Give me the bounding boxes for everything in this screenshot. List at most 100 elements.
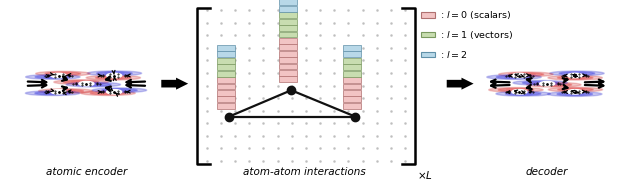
Text: : $l=2$: : $l=2$ (440, 49, 468, 60)
Ellipse shape (35, 92, 70, 95)
Ellipse shape (496, 91, 550, 96)
Ellipse shape (504, 76, 524, 78)
Circle shape (568, 90, 582, 94)
Bar (279, 6, 297, 12)
Circle shape (107, 90, 122, 94)
Ellipse shape (84, 84, 103, 85)
Bar (343, 58, 361, 64)
Bar (279, 25, 297, 31)
Ellipse shape (565, 93, 584, 95)
Ellipse shape (44, 76, 62, 78)
Ellipse shape (527, 82, 581, 87)
Ellipse shape (487, 75, 541, 79)
Text: atomic encoder: atomic encoder (46, 167, 127, 177)
Bar (217, 77, 235, 83)
Bar (279, 12, 297, 18)
Bar (279, 77, 297, 82)
Bar (421, 12, 435, 18)
Bar (343, 77, 361, 83)
Bar (279, 44, 297, 50)
Ellipse shape (26, 75, 80, 79)
Ellipse shape (548, 75, 602, 80)
Ellipse shape (522, 81, 558, 84)
Ellipse shape (558, 88, 593, 91)
Polygon shape (161, 78, 188, 90)
Ellipse shape (54, 80, 108, 84)
Ellipse shape (81, 91, 135, 96)
Ellipse shape (550, 71, 604, 76)
Ellipse shape (90, 92, 125, 95)
Bar (279, 32, 297, 37)
Ellipse shape (92, 88, 147, 92)
Circle shape (79, 81, 94, 86)
Bar (343, 64, 361, 70)
Text: : $l=0$ (scalars): : $l=0$ (scalars) (440, 9, 512, 21)
Bar (279, 0, 297, 5)
Ellipse shape (72, 81, 90, 83)
Bar (279, 19, 297, 25)
Bar (343, 71, 361, 77)
Circle shape (568, 73, 582, 78)
Bar (343, 45, 361, 51)
Ellipse shape (545, 84, 563, 86)
Ellipse shape (548, 92, 602, 96)
Bar (279, 51, 297, 57)
Bar (343, 96, 361, 102)
Ellipse shape (56, 90, 76, 92)
Text: $\times L$: $\times L$ (417, 169, 433, 181)
Ellipse shape (43, 92, 62, 94)
Bar (217, 45, 235, 51)
Bar (217, 58, 235, 64)
Ellipse shape (97, 72, 132, 75)
Circle shape (51, 90, 66, 94)
Ellipse shape (66, 82, 120, 87)
Ellipse shape (508, 73, 543, 76)
Ellipse shape (506, 92, 541, 95)
Ellipse shape (499, 88, 534, 91)
Circle shape (51, 73, 66, 78)
Bar (279, 70, 297, 76)
Bar (343, 103, 361, 109)
Text: decoder: decoder (526, 167, 568, 177)
Ellipse shape (566, 89, 585, 90)
Bar (421, 52, 435, 57)
Ellipse shape (26, 91, 80, 96)
Bar (217, 64, 235, 70)
Ellipse shape (36, 71, 90, 76)
Ellipse shape (99, 92, 118, 94)
Ellipse shape (35, 75, 70, 78)
Bar (217, 90, 235, 96)
Ellipse shape (548, 87, 603, 92)
Bar (343, 52, 361, 57)
Bar (217, 71, 235, 77)
Circle shape (512, 73, 527, 78)
Bar (343, 90, 361, 96)
Ellipse shape (38, 89, 93, 93)
Text: : $l=1$ (vectors): : $l=1$ (vectors) (440, 29, 514, 41)
Ellipse shape (63, 80, 99, 84)
Ellipse shape (76, 83, 111, 86)
Ellipse shape (557, 76, 593, 79)
Ellipse shape (499, 72, 553, 77)
Bar (217, 96, 235, 102)
Ellipse shape (514, 93, 532, 95)
Ellipse shape (489, 87, 543, 92)
Ellipse shape (559, 72, 595, 75)
Text: atom-atom interactions: atom-atom interactions (243, 167, 365, 177)
Polygon shape (447, 78, 474, 90)
Ellipse shape (45, 72, 81, 75)
Ellipse shape (87, 71, 141, 76)
Ellipse shape (95, 76, 131, 79)
Ellipse shape (566, 77, 585, 79)
Ellipse shape (568, 73, 586, 74)
Bar (421, 32, 435, 37)
Circle shape (512, 90, 527, 94)
Ellipse shape (53, 73, 72, 74)
Bar (217, 83, 235, 89)
Bar (217, 52, 235, 57)
Bar (279, 57, 297, 63)
Ellipse shape (557, 92, 593, 96)
Ellipse shape (531, 82, 550, 84)
Bar (343, 83, 361, 89)
Bar (217, 103, 235, 109)
